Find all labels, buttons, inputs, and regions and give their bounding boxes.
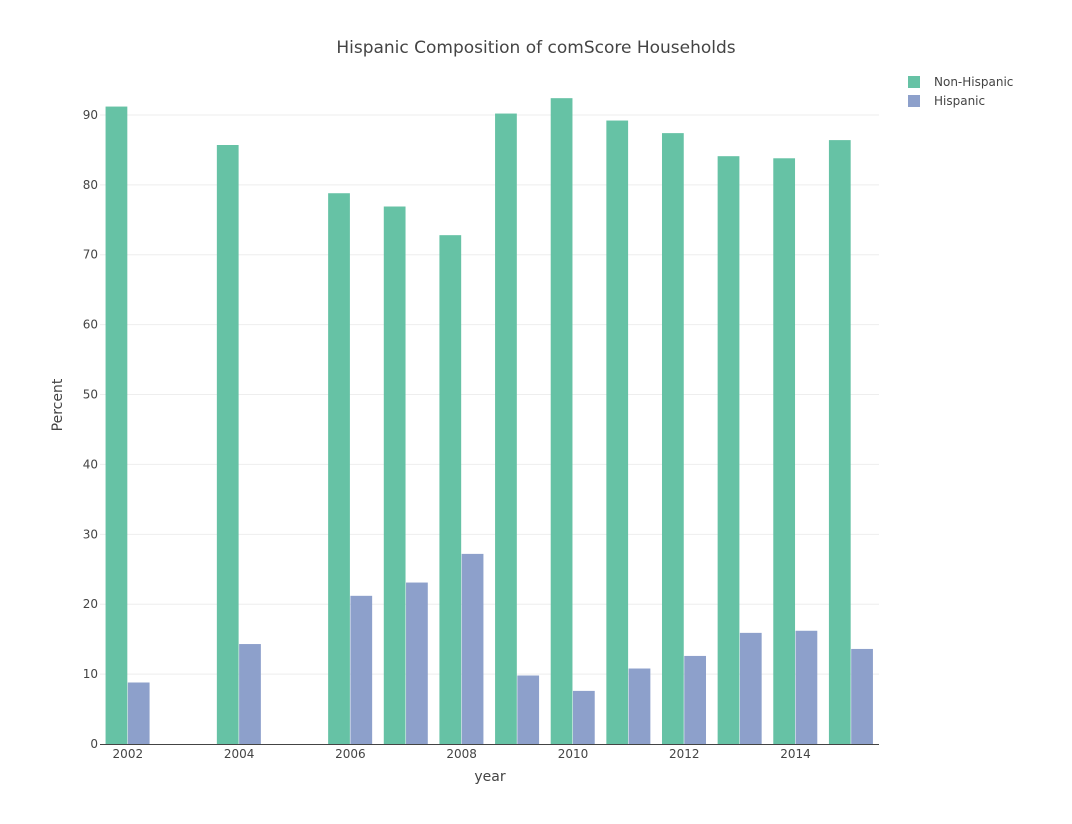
bar-hispanic-2010[interactable] [572,690,595,744]
bar-hispanic-2012[interactable] [684,655,707,744]
y-axis-title: Percent [50,378,66,431]
legend-item-non-hispanic[interactable]: Non-Hispanic [908,72,1013,91]
chart-title: Hispanic Composition of comScore Househo… [336,38,735,58]
bar-hispanic-2007[interactable] [406,582,428,744]
x-tick-label: 2006 [335,747,366,761]
y-tick-label: 50 [83,388,98,402]
x-tick-label: 2002 [113,747,144,761]
bar-non-hispanic-2008[interactable] [439,235,462,744]
y-tick-label: 60 [83,318,98,332]
bar-hispanic-2002[interactable] [127,682,150,744]
legend: Non-Hispanic Hispanic [908,72,1013,110]
y-tick-label: 70 [83,248,98,262]
legend-label-non-hispanic: Non-Hispanic [934,74,1014,89]
bar-hispanic-2013[interactable] [739,632,762,744]
bar-non-hispanic-2010[interactable] [550,98,573,745]
bar-hispanic-2004[interactable] [239,644,261,744]
bar-non-hispanic-2015[interactable] [828,140,851,744]
bar-hispanic-2011[interactable] [628,668,651,744]
bar-hispanic-2006[interactable] [350,595,373,744]
legend-swatch-hispanic [908,94,920,107]
x-axis-title: year [474,769,505,785]
bars [105,98,873,745]
x-tick-label: 2008 [446,747,477,761]
y-tick-label: 0 [90,737,98,751]
y-tick-label: 90 [83,108,98,122]
y-tick-label: 80 [83,178,98,192]
y-tick-labels: 0 10 20 30 40 50 60 70 80 90 [83,108,98,751]
y-tick-label: 20 [83,597,98,611]
bar-hispanic-2014[interactable] [795,630,818,744]
bar-non-hispanic-2012[interactable] [661,133,684,744]
bar-non-hispanic-2013[interactable] [717,156,740,745]
x-tick-label: 2012 [669,747,700,761]
bar-non-hispanic-2014[interactable] [773,158,796,744]
x-tick-label: 2004 [224,747,255,761]
x-tick-labels: 2002 2004 2006 2008 2010 2012 2014 [113,747,811,761]
x-tick-label: 2010 [558,747,589,761]
bar-non-hispanic-2007[interactable] [383,206,406,745]
x-tick-label: 2014 [780,747,811,761]
bar-non-hispanic-2002[interactable] [105,106,128,744]
bar-hispanic-2015[interactable] [851,648,873,744]
bar-non-hispanic-2011[interactable] [606,120,629,745]
legend-swatch-non-hispanic [908,75,920,88]
bar-hispanic-2009[interactable] [517,675,540,744]
legend-item-hispanic[interactable]: Hispanic [908,91,1013,110]
bar-non-hispanic-2009[interactable] [495,113,517,744]
bar-non-hispanic-2006[interactable] [328,193,350,744]
y-tick-label: 30 [83,527,98,541]
bar-hispanic-2008[interactable] [461,553,484,744]
y-tick-label: 40 [83,457,98,471]
legend-label-hispanic: Hispanic [934,93,986,108]
y-tick-label: 10 [83,667,98,681]
bar-non-hispanic-2004[interactable] [216,145,239,745]
